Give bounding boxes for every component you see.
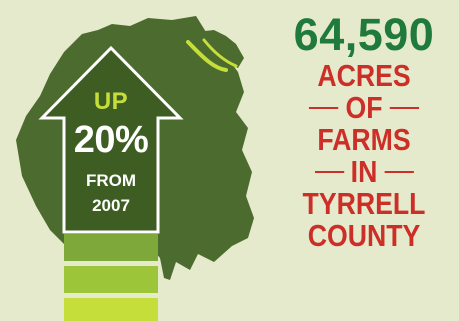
coastline-accent (202, 38, 238, 68)
arrow-stack-bar (64, 298, 158, 321)
map-peninsula-shape (186, 30, 244, 68)
arrow-stack-bar (64, 234, 158, 261)
caption-word-of: OF (345, 90, 383, 125)
caption-line-farms: FARMS (317, 122, 411, 157)
caption-line-county: COUNTY (307, 218, 421, 253)
up-arrow-shape (38, 45, 184, 234)
caption-word-in: IN (350, 154, 378, 189)
arrow-up-label: UP (93, 88, 129, 115)
divider-rule (389, 107, 419, 109)
caption-line-acres: ACRES (317, 58, 411, 93)
caption-line-of: OF (285, 92, 443, 124)
acres-number: 64,590 (293, 9, 435, 60)
coastline-accent (186, 40, 228, 72)
arrow-year-label: 2007 (92, 196, 130, 215)
arrow-stack-bar (64, 266, 158, 293)
arrow-percent-label: 20% (73, 119, 149, 161)
caption-line-in: IN (285, 156, 443, 188)
caption-line-tyrrell: TYRRELL (302, 186, 426, 221)
divider-rule (384, 171, 414, 173)
headline-block: 64,590 ACRES OF FARMS IN TYRRELL COUNTY (272, 10, 456, 252)
divider-rule (314, 171, 344, 173)
divider-rule (309, 107, 339, 109)
arrow-from-label: FROM (85, 171, 137, 190)
